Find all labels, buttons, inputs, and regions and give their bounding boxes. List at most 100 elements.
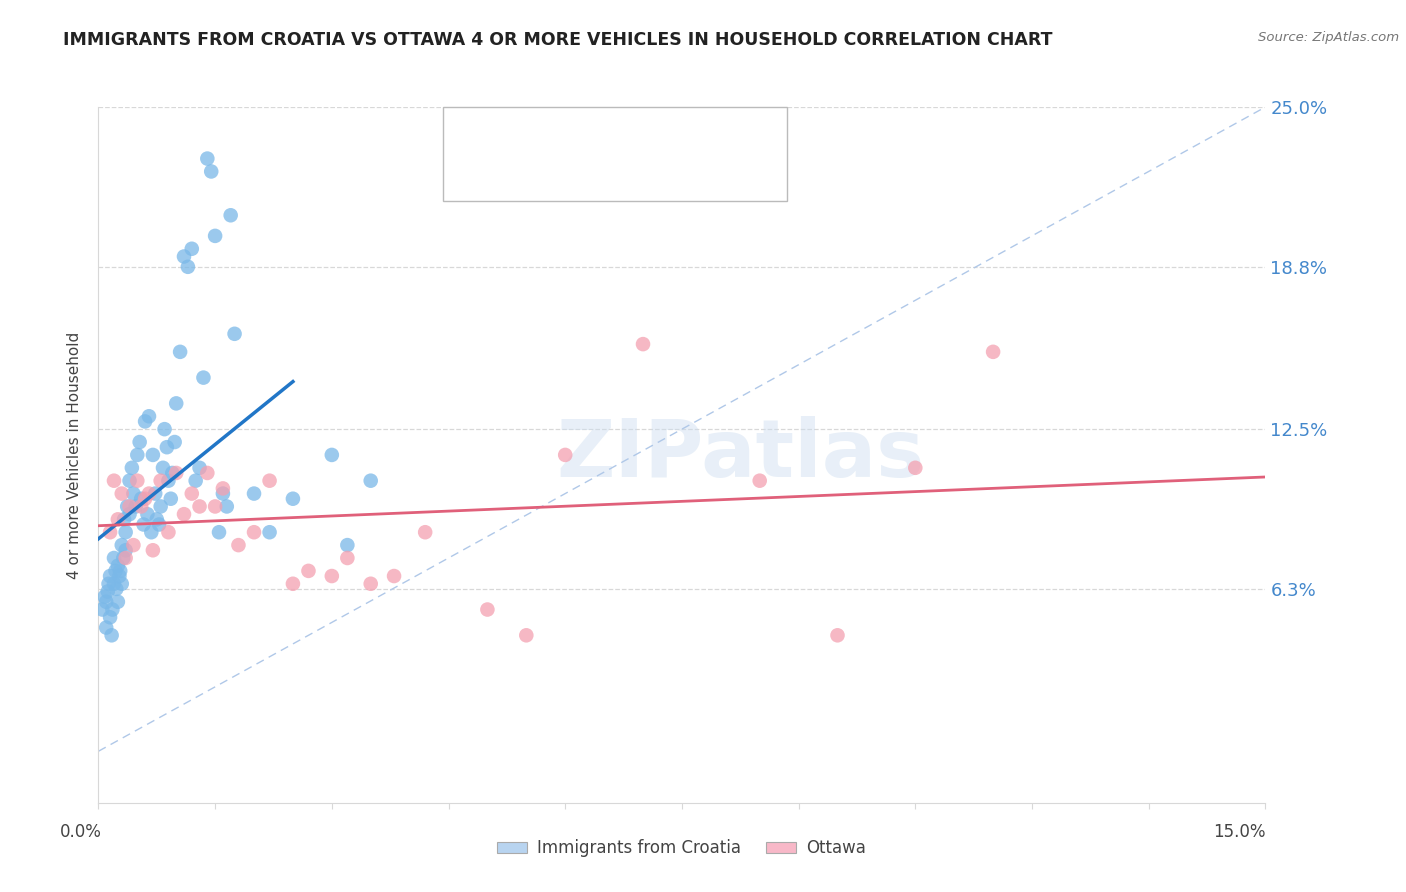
Point (195, 466, 218, 480)
Point (259, 474, 281, 488)
Point (200, 164, 222, 178)
Point (98, 569, 121, 583)
Point (204, 500, 226, 514)
Point (477, 602, 499, 616)
Point (413, 525, 436, 540)
Point (112, 512, 135, 526)
Point (98, 610, 121, 624)
Point (149, 500, 172, 514)
Point (132, 517, 155, 532)
Point (108, 564, 131, 578)
Point (180, 242, 202, 256)
Point (281, 491, 304, 506)
Point (127, 474, 149, 488)
Point (173, 507, 195, 521)
Point (103, 576, 125, 591)
Point (136, 507, 159, 521)
Point (107, 558, 129, 573)
Text: 0.383: 0.383 (548, 127, 606, 145)
Point (162, 466, 184, 480)
Point (180, 486, 202, 500)
Point (125, 500, 148, 514)
Point (97, 584, 120, 599)
Point (177, 260, 200, 274)
Point (215, 500, 238, 514)
Point (827, 628, 849, 642)
Point (114, 543, 136, 558)
Point (127, 448, 149, 462)
Point (243, 525, 266, 540)
Point (149, 474, 172, 488)
Point (115, 500, 138, 514)
Point (228, 538, 250, 552)
Text: 0.0%: 0.0% (59, 823, 101, 841)
Point (159, 491, 181, 506)
Point (143, 486, 166, 500)
Text: R =: R = (513, 127, 553, 145)
Point (208, 525, 231, 540)
Point (163, 435, 186, 450)
Point (165, 466, 187, 480)
Point (904, 460, 927, 475)
Point (212, 486, 235, 500)
Point (259, 525, 281, 540)
Point (146, 512, 169, 526)
Point (148, 517, 170, 532)
Y-axis label: 4 or more Vehicles in Household: 4 or more Vehicles in Household (67, 331, 83, 579)
Point (212, 482, 235, 496)
Point (134, 491, 156, 506)
Point (121, 460, 143, 475)
Point (93, 590, 115, 604)
Point (748, 474, 770, 488)
Point (118, 474, 141, 488)
Point (321, 569, 343, 583)
Point (515, 628, 537, 642)
Point (336, 538, 359, 552)
Text: 0.476: 0.476 (548, 165, 605, 183)
Point (243, 486, 266, 500)
Text: IMMIGRANTS FROM CROATIA VS OTTAWA 4 OR MORE VEHICLES IN HOUSEHOLD CORRELATION CH: IMMIGRANTS FROM CROATIA VS OTTAWA 4 OR M… (63, 31, 1053, 49)
Point (114, 525, 136, 540)
Point (336, 551, 359, 566)
Point (122, 538, 145, 552)
Point (138, 409, 160, 424)
Point (281, 576, 304, 591)
Point (111, 486, 134, 500)
Point (91, 602, 114, 616)
Point (98, 525, 121, 540)
Point (195, 152, 218, 166)
Text: N =: N = (609, 165, 661, 183)
Point (360, 576, 382, 591)
Point (112, 551, 135, 566)
Point (118, 507, 141, 521)
Point (152, 460, 174, 475)
Point (129, 500, 152, 514)
Text: N =: N = (609, 127, 661, 145)
Point (100, 628, 122, 642)
Point (128, 435, 150, 450)
Point (142, 543, 165, 558)
Point (122, 486, 145, 500)
Point (156, 440, 179, 454)
Text: Source: ZipAtlas.com: Source: ZipAtlas.com (1258, 31, 1399, 45)
Text: ZIPatlas: ZIPatlas (557, 416, 924, 494)
Point (107, 595, 129, 609)
Point (188, 500, 211, 514)
Point (114, 551, 136, 566)
Text: 15.0%: 15.0% (1213, 823, 1265, 841)
Point (138, 486, 160, 500)
Point (157, 525, 180, 540)
Legend: Immigrants from Croatia, Ottawa: Immigrants from Croatia, Ottawa (491, 833, 873, 864)
Point (103, 551, 125, 566)
Text: 72: 72 (651, 127, 676, 145)
Text: 39: 39 (651, 165, 676, 183)
Point (118, 500, 141, 514)
Point (97, 576, 120, 591)
Point (111, 576, 134, 591)
Point (153, 422, 176, 436)
Text: R =: R = (513, 165, 553, 183)
Point (193, 370, 215, 384)
Point (382, 569, 405, 583)
Point (129, 491, 152, 506)
Point (111, 538, 134, 552)
